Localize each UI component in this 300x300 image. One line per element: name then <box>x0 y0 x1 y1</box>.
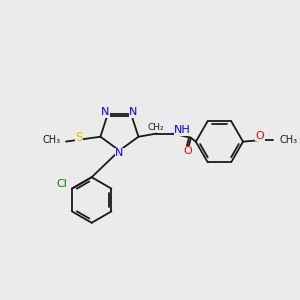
Text: CH₃: CH₃ <box>280 135 298 145</box>
Text: S: S <box>75 130 82 143</box>
Text: CH₂: CH₂ <box>148 123 165 132</box>
Text: NH: NH <box>174 125 191 135</box>
Text: CH₃: CH₃ <box>43 135 61 145</box>
Text: N: N <box>115 148 124 158</box>
Text: O: O <box>183 146 192 156</box>
Text: N: N <box>129 107 138 117</box>
Text: Cl: Cl <box>56 178 67 189</box>
Text: N: N <box>101 107 110 117</box>
Text: O: O <box>255 130 264 141</box>
